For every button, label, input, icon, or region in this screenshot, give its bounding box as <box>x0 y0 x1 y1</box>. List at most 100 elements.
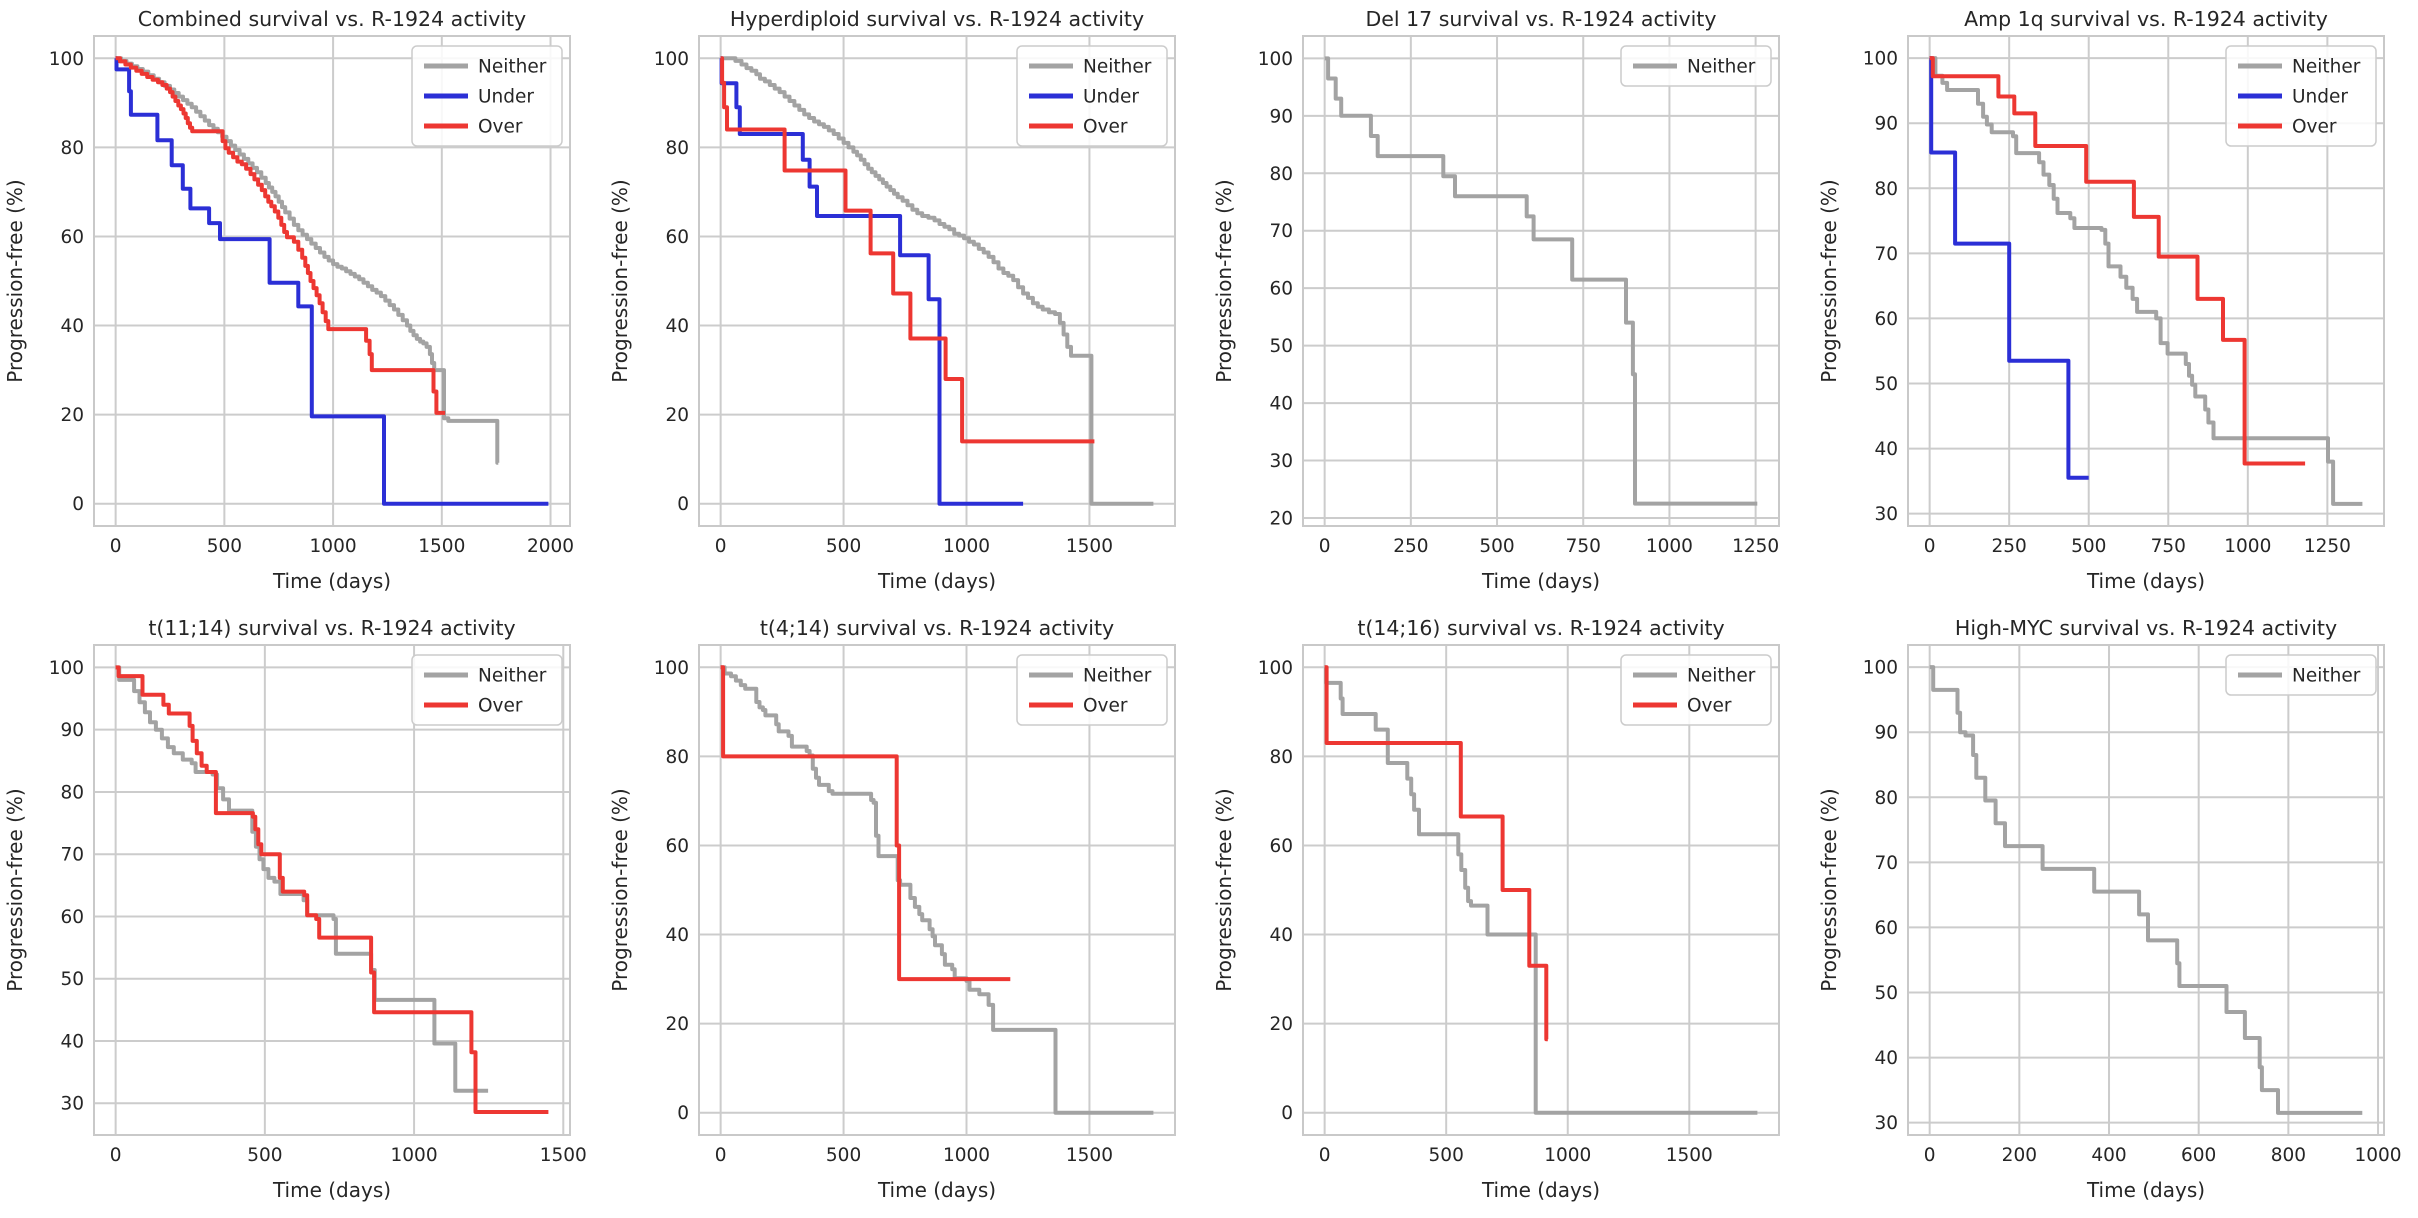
y-tick-label: 30 <box>1269 451 1293 472</box>
y-tick-label: 80 <box>665 138 689 159</box>
legend-entry-over: Over <box>1028 696 1128 717</box>
x-axis-label: Time (days) <box>1481 1178 1600 1202</box>
y-tick-label: 40 <box>60 1031 84 1052</box>
legend-label: Over <box>478 696 523 717</box>
chart-cell-hyperdiploid: 0 500 1000 1500 0 20 40 60 80 100 Hyperdiploid sur… <box>605 0 1210 609</box>
curve-neither <box>720 665 1153 1115</box>
legend-entry-neither: Neither <box>1028 57 1152 78</box>
x-tick-label: 800 <box>2270 1145 2305 1166</box>
chart-cell-amp1q: 0 250 500 750 1000 1250 30 40 50 60 70 80 90 100 Amp 1… <box>1814 0 2418 609</box>
curve-over <box>720 665 1010 982</box>
chart-title: Hyperdiploid survival vs. R-1924 activit… <box>729 7 1143 31</box>
x-tick-label: 1250 <box>2303 536 2350 557</box>
legend-label: Neither <box>1083 57 1152 78</box>
plot-border <box>697 35 1176 527</box>
plot-border <box>697 644 1176 1136</box>
curve-over <box>115 56 446 415</box>
x-tick-label: 500 <box>207 536 242 557</box>
y-tick-label: 90 <box>60 720 84 741</box>
x-tick-label: 500 <box>825 536 860 557</box>
y-tick-label: 80 <box>1874 788 1898 809</box>
plot-area <box>1303 36 1779 526</box>
curve-neither <box>1929 665 2362 1115</box>
y-tick-label: 100 <box>49 658 84 679</box>
legend: Neither Under Over <box>411 45 563 147</box>
chart-title: Amp 1q survival vs. R-1924 activity <box>1964 7 2328 31</box>
y-tick-label: 60 <box>1269 836 1293 857</box>
y-tick-label: 40 <box>60 316 84 337</box>
x-tick-label: 1000 <box>1646 536 1693 557</box>
curve-over <box>1929 56 2305 466</box>
y-tick-label: 70 <box>1874 853 1898 874</box>
y-tick-label: 0 <box>72 494 84 515</box>
x-tick-label: 1000 <box>942 536 989 557</box>
y-tick-label: 40 <box>1269 925 1293 946</box>
x-tick-label: 500 <box>1429 1145 1464 1166</box>
curve-over <box>115 665 549 1114</box>
y-tick-label: 40 <box>665 925 689 946</box>
legend-box <box>2224 654 2377 696</box>
chart-cell-combined: 0 500 1000 1500 2000 0 20 40 60 80 100 Combined sur… <box>0 0 605 609</box>
y-tick-label: 100 <box>653 658 688 679</box>
legend-box <box>2224 45 2377 147</box>
y-axis-label: Progression-free (%) <box>1817 788 1841 991</box>
legend-label: Over <box>1083 117 1128 138</box>
legend-entry-over: Over <box>2237 117 2336 138</box>
y-tick-label: 100 <box>49 49 84 70</box>
y-tick-label: 20 <box>665 1014 689 1035</box>
x-axis-label: Time (days) <box>2085 1178 2204 1202</box>
curve-neither <box>720 56 1153 506</box>
legend: Neither Over <box>1620 654 1772 726</box>
chart-title: t(4;14) survival vs. R-1924 activity <box>759 616 1113 640</box>
y-tick-label: 80 <box>1874 179 1898 200</box>
legend-entry-under: Under <box>1028 87 1139 108</box>
x-axis-label: Time (days) <box>876 1178 995 1202</box>
x-tick-label: 250 <box>1991 536 2026 557</box>
chart-title: Del 17 survival vs. R-1924 activity <box>1366 7 1717 31</box>
x-tick-label: 500 <box>2071 536 2106 557</box>
chart-title: High-MYC survival vs. R-1924 activity <box>1954 616 2336 640</box>
curve-neither <box>1324 665 1758 1115</box>
legend-entry-neither: Neither <box>1028 666 1151 687</box>
y-tick-label: 80 <box>665 747 689 768</box>
plot-border <box>1906 644 2385 1136</box>
plot-border <box>1302 644 1780 1136</box>
legend-label: Neither <box>1687 57 1756 78</box>
legend-entry-neither: Neither <box>2237 666 2360 687</box>
y-tick-label: 100 <box>1862 49 1897 70</box>
legend: Neither <box>1620 45 1772 87</box>
x-tick-label: 1000 <box>2354 1145 2401 1166</box>
legend: Neither Under Over <box>1015 45 1168 147</box>
legend-entry-over: Over <box>424 696 523 717</box>
survival-chart-high-myc: 0 200 400 600 800 1000 30 40 50 60 70 80 90 100 High-M… <box>1817 616 2402 1202</box>
y-tick-label: 40 <box>1874 1048 1898 1069</box>
y-tick-label: 60 <box>60 227 84 248</box>
curve-under <box>1928 56 2089 480</box>
y-tick-label: 100 <box>653 49 688 70</box>
survival-chart-combined: 0 500 1000 1500 2000 0 20 40 60 80 100 Combined sur… <box>3 7 574 593</box>
chart-cell-del17: 0 250 500 750 1000 1250 20 30 40 50 60 70 80 90 100 Del… <box>1209 0 1814 609</box>
x-tick-label: 1500 <box>1666 1145 1713 1166</box>
x-tick-label: 1000 <box>942 1145 989 1166</box>
x-tick-label: 0 <box>1923 536 1935 557</box>
gridlines <box>1907 645 2384 1135</box>
x-tick-label: 1500 <box>540 1145 587 1166</box>
legend-label: Neither <box>478 57 547 78</box>
x-axis-label: Time (days) <box>272 1178 391 1202</box>
y-tick-label: 40 <box>1269 394 1293 415</box>
chart-cell-t11-14: 0 500 1000 1500 30 40 50 60 70 80 90 100 t(11;14) su… <box>0 609 605 1218</box>
y-tick-label: 90 <box>1874 114 1898 135</box>
y-tick-label: 0 <box>677 494 689 515</box>
x-tick-label: 400 <box>2091 1145 2126 1166</box>
y-tick-label: 20 <box>1269 1014 1293 1035</box>
y-tick-label: 30 <box>60 1094 84 1115</box>
y-tick-label: 60 <box>1269 279 1293 300</box>
y-tick-label: 40 <box>665 316 689 337</box>
x-tick-label: 750 <box>2150 536 2185 557</box>
curve-neither <box>1929 56 2362 506</box>
legend-label: Over <box>1083 696 1128 717</box>
curve-neither <box>115 56 500 465</box>
x-axis-label: Time (days) <box>1481 569 1600 593</box>
curve-over <box>1324 665 1549 1042</box>
y-tick-label: 50 <box>1874 983 1898 1004</box>
